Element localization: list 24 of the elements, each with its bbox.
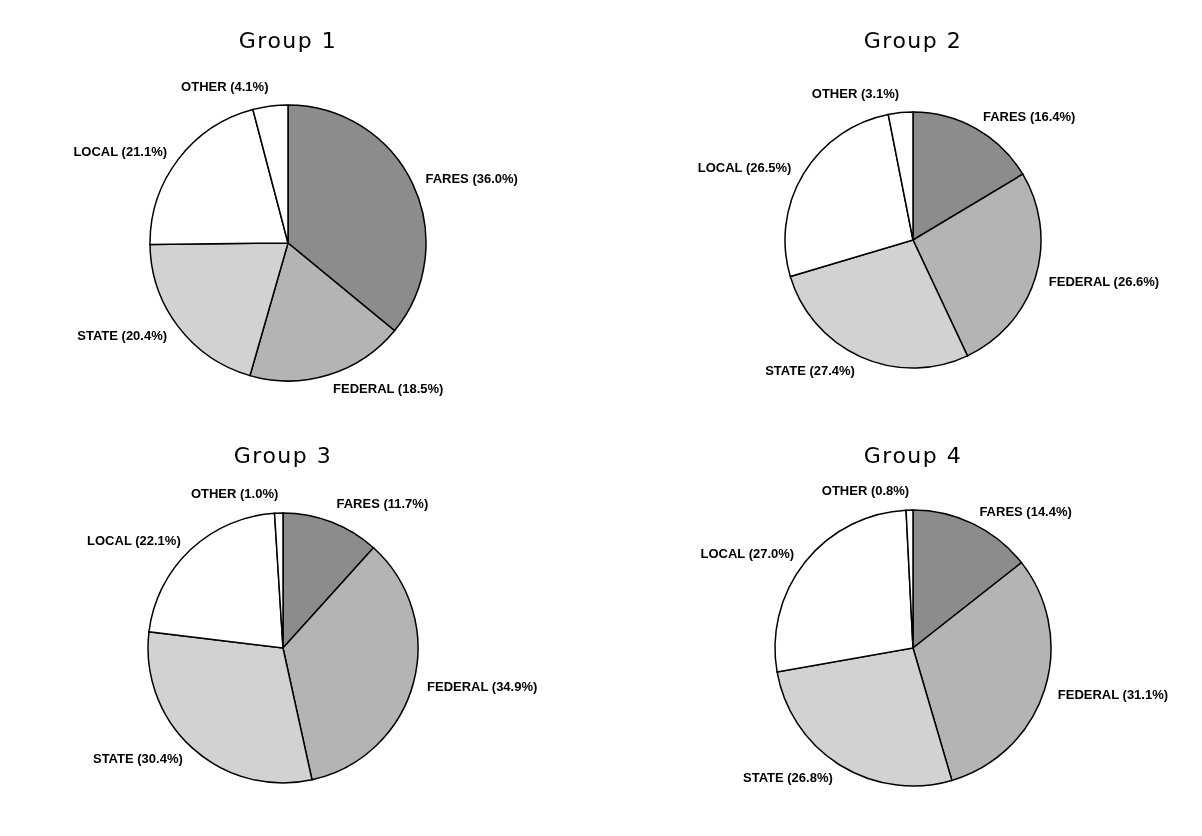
chart-title: Group 4	[863, 443, 963, 468]
slice-label: STATE (26.8%)	[743, 770, 833, 786]
slice-label: FARES (16.4%)	[982, 109, 1076, 125]
chart-title: Group 3	[233, 443, 333, 468]
slice-label: OTHER (4.1%)	[181, 79, 269, 95]
chart-title: Group 2	[863, 28, 963, 53]
chart-title: Group 1	[238, 28, 338, 53]
slice-label: FARES (11.7%)	[336, 495, 429, 511]
slice-label: STATE (20.4%)	[77, 328, 168, 344]
slice-label: OTHER (0.8%)	[821, 483, 910, 499]
slice-label: FEDERAL (26.6%)	[1048, 274, 1160, 290]
slice-label: FARES (14.4%)	[979, 504, 1072, 520]
slice-label: FEDERAL (18.5%)	[333, 381, 444, 397]
slice-label: LOCAL (21.1%)	[73, 143, 168, 159]
slice-label: FEDERAL (34.9%)	[427, 679, 538, 695]
slice-label: LOCAL (22.1%)	[87, 532, 181, 548]
slice-label: OTHER (1.0%)	[190, 486, 279, 502]
slice-label: STATE (27.4%)	[765, 362, 855, 378]
slice-label: FEDERAL (31.1%)	[1057, 687, 1169, 703]
slice-label: LOCAL (26.5%)	[697, 159, 792, 175]
slice-label: LOCAL (27.0%)	[700, 546, 795, 562]
slice-label: FARES (36.0%)	[425, 171, 518, 187]
slice-label: STATE (30.4%)	[92, 751, 183, 767]
slice-label: OTHER (3.1%)	[811, 85, 900, 101]
